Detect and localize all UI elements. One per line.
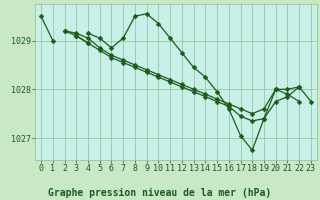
Text: Graphe pression niveau de la mer (hPa): Graphe pression niveau de la mer (hPa) [48, 188, 272, 198]
